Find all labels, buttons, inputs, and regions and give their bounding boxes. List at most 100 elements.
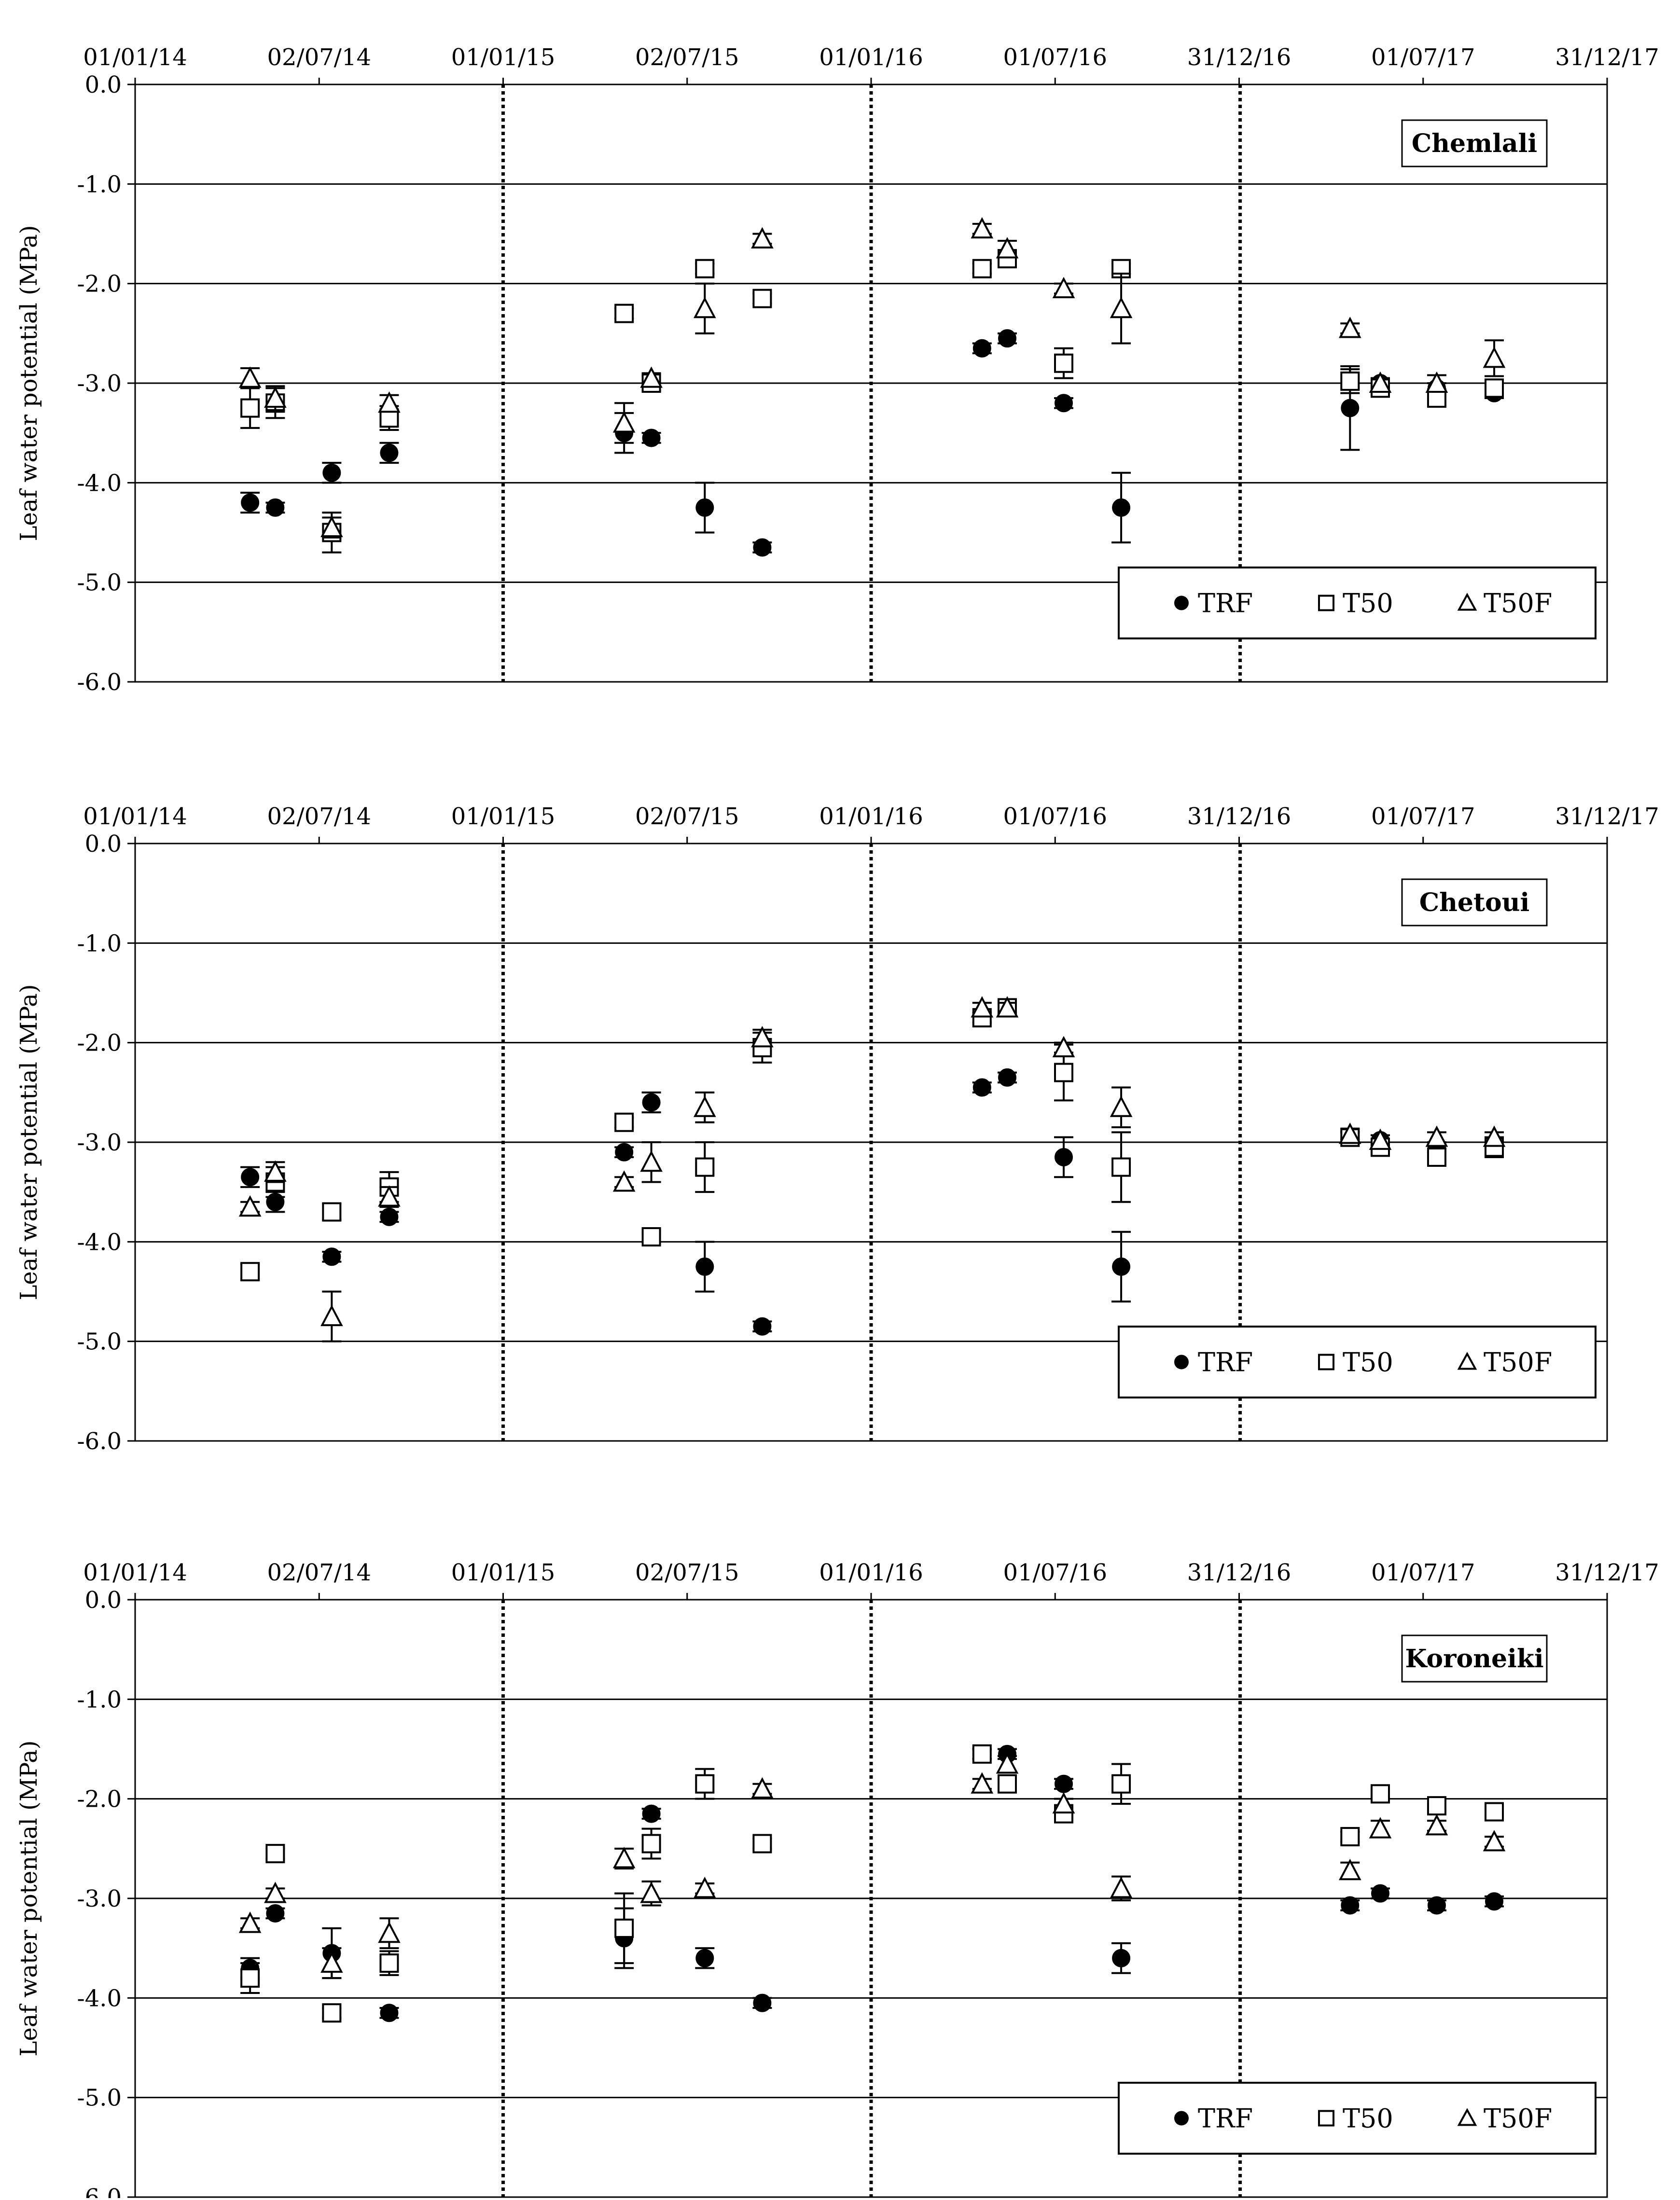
x-tick-label: 01/01/14 [83,803,187,830]
data-point-t50f [264,1882,287,1903]
data-point-trf [1112,498,1131,517]
data-point-t50 [265,1844,285,1864]
data-point-trf [1371,1884,1389,1903]
data-point-t50f [1425,1125,1448,1147]
data-point-t50f [1483,346,1506,368]
data-point-t50 [322,2003,342,2023]
data-point-t50 [1340,371,1360,391]
chart-panel-chetoui: 0.0 -1.0 -2.0 -3.0 -4.0 -5.0 -6.0 01/01/14 02/07… [15,803,1659,1455]
data-point-t50f [1052,1792,1075,1813]
series-t50f [238,1752,1506,1979]
y-tick-label: -5.0 [77,2085,122,2112]
y-tick-label: -4.0 [77,470,122,497]
x-tick-label: 31/12/16 [1187,44,1291,71]
data-point-trf [642,1093,661,1112]
data-point-trf [1055,1148,1073,1166]
data-point-t50 [998,1774,1017,1794]
data-point-t50f [1483,1125,1506,1147]
data-point-t50 [379,1953,399,1973]
series-t50 [240,1744,1504,2023]
data-point-t50f [1338,317,1361,338]
legend-frame [1118,567,1597,639]
x-tick-label: 02/07/14 [267,803,371,830]
y-tick-label: 0.0 [85,71,122,98]
x-tick-label: 01/01/14 [83,1559,187,1586]
data-point-t50f [640,1150,663,1172]
data-point-t50 [240,1968,260,1988]
legend-marker-t50f [1457,1352,1477,1370]
legend-marker-t50 [1318,1354,1334,1370]
legend: TRF T50 T50F [1118,567,1597,639]
data-point-trf [380,2004,399,2022]
data-point-trf [753,1317,772,1336]
data-point-t50f [612,411,636,433]
data-point-trf [1341,1896,1360,1915]
data-point-t50f [1110,1877,1133,1898]
data-point-trf [998,329,1017,348]
x-tick-label: 01/01/15 [451,803,555,830]
legend-marker-t50f [1457,593,1477,611]
legend-marker-t50 [1318,2110,1334,2127]
legend: TRF T50 T50F [1118,2082,1597,2155]
data-point-trf [753,1993,772,2012]
data-point-trf [695,1257,714,1276]
data-point-trf [1341,399,1360,417]
x-tick-label: 01/07/17 [1371,44,1475,71]
data-point-t50 [240,1262,260,1282]
data-point-t50 [614,304,634,323]
data-point-t50f [1369,1128,1392,1150]
data-point-trf [753,538,772,557]
data-point-trf [1112,1949,1131,1967]
data-point-trf [322,463,341,482]
legend-label-trf: TRF [1198,588,1253,619]
y-tick-label: -6.0 [77,2184,122,2198]
data-point-t50f [320,515,343,538]
y-tick-label: -6.0 [77,1428,122,1455]
y-tick-label: -3.0 [77,1129,122,1156]
data-point-t50f [1052,1036,1075,1057]
data-point-t50f [238,366,262,388]
chart-panel-chemlali: 0.0 -1.0 -2.0 -3.0 -4.0 -5.0 -6.0 01/01/14 02/07… [15,44,1659,696]
data-point-trf [972,1078,991,1097]
y-tick-label: 0.0 [85,830,122,858]
legend-marker-t50 [1318,595,1334,611]
chart-panel-koroneiki: 0.0 -1.0 -2.0 -3.0 -4.0 -5.0 -6.0 01/01/14 02/07… [15,1559,1659,2200]
y-tick-label: -5.0 [77,1328,122,1356]
data-point-t50f [640,1882,663,1903]
y-tick-label: -6.0 [77,669,122,696]
x-tick-label: 01/07/17 [1371,803,1475,830]
panel-title-box [1401,878,1548,927]
data-point-t50f [996,1752,1019,1774]
data-point-trf [322,1247,341,1266]
data-point-t50 [641,1834,661,1854]
data-point-t50f [378,391,401,413]
panel-title: Chetoui [1419,888,1530,917]
data-point-t50 [322,1202,342,1222]
x-tick-label: 01/07/16 [1003,803,1107,830]
legend-frame [1118,2082,1597,2155]
data-point-t50 [1370,1784,1390,1804]
panel-title-box [1401,119,1548,167]
data-point-t50f [378,1185,401,1207]
data-point-t50f [1338,1858,1361,1881]
legend-marker-trf [1174,2111,1189,2126]
x-tick-label: 01/01/16 [819,803,923,830]
data-point-t50f [751,1777,774,1799]
legend-label-trf: TRF [1198,1347,1253,1378]
legend: TRF T50 T50F [1118,1326,1597,1398]
x-tick-label: 02/07/14 [267,1559,371,1586]
x-tick-label: 01/01/16 [819,44,923,71]
y-tick-label: -3.0 [77,1885,122,1912]
x-tick-label: 31/12/16 [1187,803,1291,830]
y-tick-label: 0.0 [85,1587,122,1614]
data-point-t50f [751,227,774,249]
data-point-t50f [693,1877,716,1898]
data-point-t50 [614,1112,634,1132]
y-tick-label: -2.0 [77,1030,122,1057]
data-point-trf [266,1904,285,1923]
x-tick-label: 31/12/17 [1555,1559,1659,1586]
y-tick-label: -5.0 [77,569,122,596]
panel-title-box [1401,1634,1548,1683]
